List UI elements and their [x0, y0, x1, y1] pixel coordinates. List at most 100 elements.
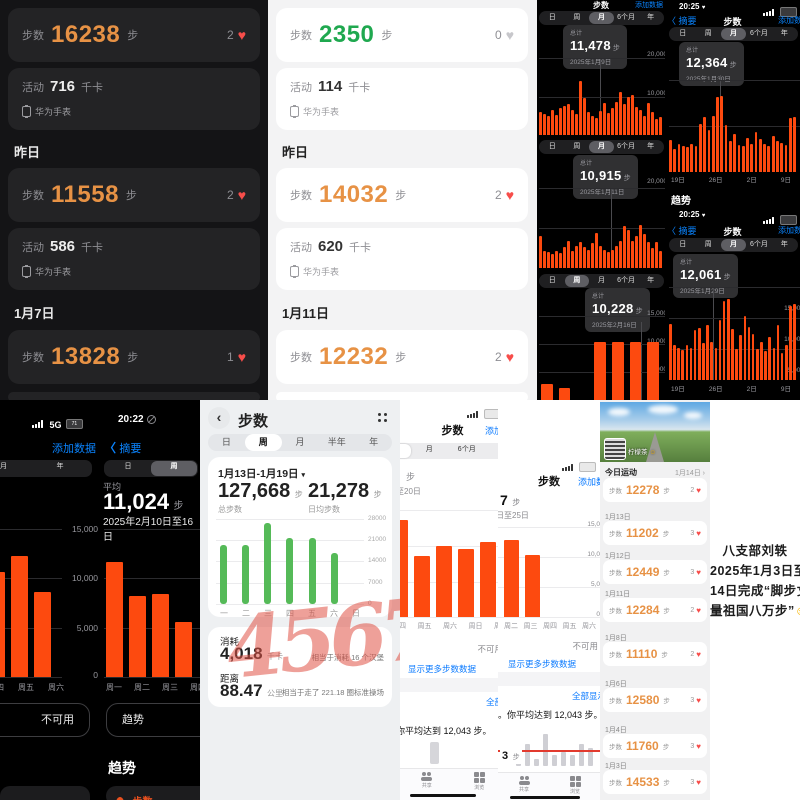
heart-icon[interactable]: ♥ — [696, 485, 701, 495]
time-range-tabs[interactable]: 日周月 6个月年 — [669, 238, 798, 252]
back-link[interactable]: 〈 摘要 — [104, 441, 142, 455]
tab-0[interactable]: 日 — [548, 143, 556, 150]
tab-3[interactable]: 6个月 — [749, 30, 768, 37]
steps-card[interactable]: 步数 2350 步 0 ♥ — [276, 8, 528, 62]
tab-share[interactable]: 共享 — [420, 772, 433, 789]
activity-card[interactable]: 活动 586 千卡 华为手表 — [8, 228, 260, 290]
list-item[interactable]: 步数 12580 步 3 ♥ — [603, 688, 707, 712]
tab-0[interactable]: 日 — [221, 437, 231, 447]
list-item[interactable]: 步数 11110 步 2 ♥ — [603, 642, 707, 666]
steps-card[interactable]: 步数 12278 步 2 ♥ — [603, 478, 707, 502]
tab-4[interactable]: 年 — [647, 143, 655, 150]
heart-icon[interactable]: ♥ — [696, 777, 701, 787]
tab-3[interactable]: 6个月 — [617, 143, 636, 150]
heart-icon[interactable]: ♥ — [505, 187, 514, 203]
tab-2[interactable]: 月 — [589, 141, 614, 153]
steps-card[interactable]: 步数 12232 步 2 ♥ — [276, 330, 528, 384]
tab-4[interactable]: 年 — [647, 14, 655, 21]
list-item[interactable]: 步数 12449 步 3 ♥ — [603, 560, 707, 584]
add-data-link[interactable]: 添加数据 — [778, 16, 800, 25]
tab-2[interactable]: 月 — [720, 239, 747, 251]
steps-bar-chart[interactable] — [504, 527, 592, 617]
date-range-selector[interactable]: 1月13日-1月19日 ▾ — [218, 468, 305, 480]
time-range-tabs[interactable]: 日 周 月 6个月 年 — [669, 27, 798, 41]
tab-4[interactable]: 年 — [647, 277, 655, 284]
tab-share[interactable]: 共享 — [518, 776, 531, 793]
show-more-link[interactable]: 显示更多步数数据 — [408, 664, 477, 674]
tab-0[interactable]: 6个月 — [0, 463, 7, 470]
steps-bar-chart[interactable] — [539, 188, 662, 268]
activity-card[interactable]: 活动 620 千卡 华为手表 — [276, 228, 528, 290]
activity-card[interactable]: 活动 114 千卡 华为手表 — [276, 68, 528, 130]
trend-button[interactable]: 趋势 — [106, 703, 200, 737]
add-data-link[interactable]: 添加数据 — [484, 426, 505, 436]
steps-card[interactable]: 步数 13828 步 1 ♥ — [8, 330, 260, 384]
list-item[interactable]: 步数 12284 步 2 ♥ — [603, 598, 707, 622]
tab-1[interactable]: 周 — [151, 461, 197, 476]
back-link[interactable]: 〈 摘要 — [667, 226, 697, 236]
today-date-link[interactable]: 1月14日 › — [675, 470, 705, 477]
time-range-tabs[interactable]: 日周月 6个月年 — [539, 274, 664, 288]
steps-bar-chart[interactable] — [106, 529, 200, 677]
tab-3[interactable]: 半年 — [327, 437, 346, 447]
tab-0[interactable]: 周 — [400, 444, 411, 458]
add-data-link[interactable]: 添加数据 — [52, 443, 96, 455]
tab-4[interactable]: 年 — [369, 437, 379, 447]
tab-4[interactable]: 年 — [780, 30, 788, 37]
steps-bar-chart[interactable] — [400, 502, 505, 617]
heart-icon[interactable]: ♥ — [696, 605, 701, 615]
time-range-tabs[interactable]: 日 周 月 6个月 年 — [539, 11, 664, 25]
heart-icon[interactable]: ♥ — [696, 528, 701, 538]
steps-bar-chart[interactable] — [669, 80, 796, 172]
heart-icon[interactable]: ♥ — [505, 27, 514, 43]
list-item[interactable]: 步数 11202 步 3 ♥ — [603, 521, 707, 545]
tab-0[interactable]: 日 — [548, 277, 556, 284]
tab-browse[interactable]: 浏览 — [569, 776, 581, 795]
tab-1[interactable]: 周 — [573, 143, 581, 150]
tab-2[interactable]: 月 — [597, 277, 605, 284]
steps-card[interactable]: 步数 11558 步 2 ♥ — [8, 168, 260, 222]
tab-0[interactable]: 日 — [124, 463, 132, 470]
steps-bar-chart[interactable] — [669, 287, 796, 380]
tab-1[interactable]: 周 — [564, 275, 590, 287]
show-all-link[interactable]: 全部 — [485, 697, 503, 707]
heart-icon[interactable]: ♥ — [696, 695, 701, 705]
heart-icon[interactable]: ♥ — [696, 567, 701, 577]
list-item[interactable]: 步数 11760 步 3 ♥ — [603, 734, 707, 758]
tab-1[interactable]: 年 — [56, 463, 64, 470]
heart-icon[interactable]: ♥ — [696, 741, 701, 751]
steps-card[interactable]: 步数 16238 步 2 ♥ — [8, 8, 260, 62]
tab-0[interactable]: 日 — [679, 241, 687, 248]
tab-1[interactable]: 周 — [244, 434, 282, 451]
tab-0[interactable]: 日 — [548, 14, 556, 21]
stats-card[interactable]: 消耗 4,018 千卡 相当于消耗 16 个汉堡 距离 88.47 公里 相当于… — [208, 627, 392, 707]
weekly-steps-chart[interactable] — [220, 519, 360, 604]
activity-card[interactable]: 活动 716 千卡 华为手表 — [8, 68, 260, 130]
tab-2[interactable]: 6个月 — [457, 446, 476, 453]
heart-icon[interactable]: ♥ — [237, 27, 246, 43]
tab-1[interactable]: 周 — [573, 14, 581, 21]
more-options-icon[interactable] — [378, 413, 388, 423]
tab-0[interactable]: 日 — [679, 30, 687, 37]
steps-card[interactable]: 步数 14032 步 2 ♥ — [276, 168, 528, 222]
avatar[interactable] — [604, 438, 626, 460]
add-data-link[interactable]: 添加数据 — [577, 477, 600, 487]
tab-4[interactable]: 年 — [780, 241, 788, 248]
summary-card[interactable]: 1月13日-1月19日 ▾ 127,668 步 总步数 21,278 步 日均步… — [208, 457, 392, 618]
time-range-tabs[interactable]: 6个月 年 — [0, 460, 92, 477]
heart-icon[interactable]: ♥ — [237, 349, 246, 365]
steps-bar-chart[interactable] — [0, 529, 64, 677]
tab-2[interactable]: 月 — [720, 28, 747, 40]
time-range-tabs[interactable]: 日周 — [104, 460, 198, 477]
unavailable-button[interactable]: 不可用 — [0, 703, 90, 737]
back-link[interactable]: 〈 摘要 — [667, 16, 697, 26]
heart-icon[interactable]: ♥ — [696, 649, 701, 659]
tab-3[interactable]: 6个月 — [749, 241, 768, 248]
trend-item[interactable]: 步数 — [106, 786, 200, 800]
tab-2[interactable]: 月 — [589, 12, 614, 24]
tab-3[interactable]: 6个月 — [617, 14, 636, 21]
tab-1[interactable]: 周 — [704, 30, 712, 37]
show-all-link[interactable]: 全部显示 — [571, 691, 600, 701]
time-range-tabs[interactable]: 日 周 月 半年 年 — [208, 434, 392, 451]
